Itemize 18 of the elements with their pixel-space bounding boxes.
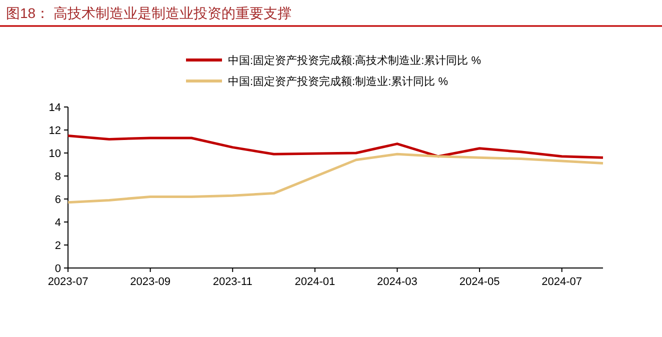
y-tick-label: 14 — [48, 102, 61, 114]
y-tick-label: 0 — [54, 263, 61, 275]
x-tick-label: 2024-05 — [459, 276, 500, 288]
legend-label: 中国:固定资产投资完成额:高技术制造业:累计同比 % — [228, 54, 482, 67]
x-tick-label: 2023-09 — [130, 276, 170, 288]
y-tick-label: 2 — [54, 240, 61, 252]
y-tick-label: 8 — [54, 171, 61, 183]
y-tick-label: 4 — [54, 217, 61, 229]
x-tick-label: 2024-07 — [542, 276, 582, 288]
y-tick-label: 6 — [54, 194, 61, 206]
chart-title: 图18： 高技术制造业是制造业投资的重要支撑 — [6, 5, 292, 21]
x-tick-label: 2023-07 — [48, 276, 88, 288]
y-tick-label: 12 — [48, 125, 61, 137]
x-tick-label: 2024-03 — [377, 276, 418, 288]
legend-label: 中国:固定资产投资完成额:制造业:累计同比 % — [228, 75, 448, 88]
x-tick-label: 2023-11 — [212, 276, 252, 288]
y-tick-label: 10 — [48, 148, 61, 160]
x-tick-label: 2024-01 — [294, 276, 336, 288]
